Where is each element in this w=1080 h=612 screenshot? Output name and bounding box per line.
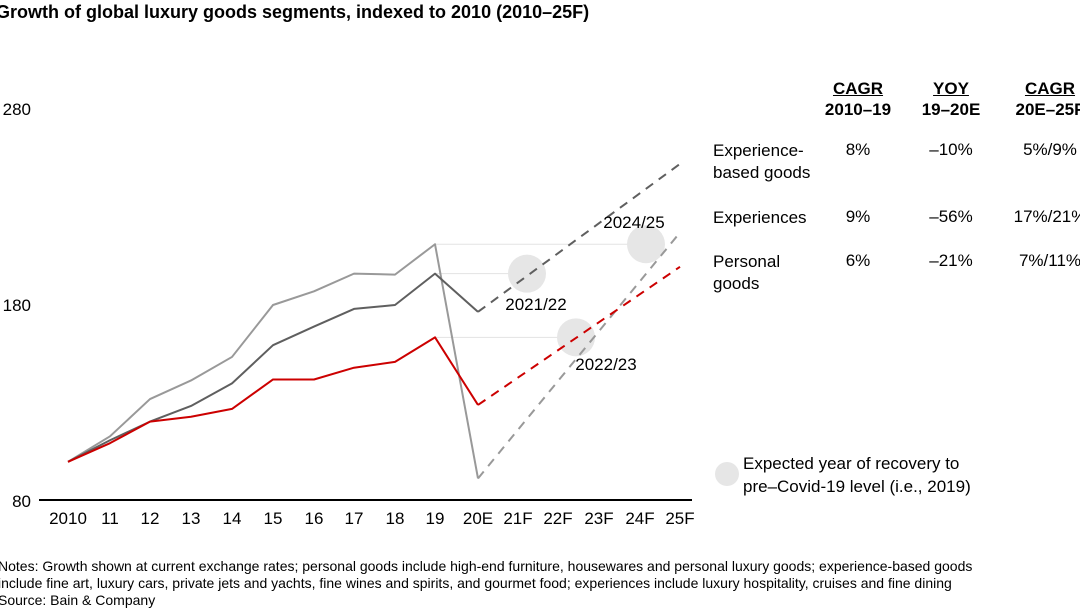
cell-experiences-cagr-2010-19: 9% <box>845 207 871 226</box>
x-tick-label: 25F <box>665 509 694 528</box>
cell-experiences-yoy: –56% <box>929 207 973 226</box>
row-label-personal-goods: Personal goods <box>713 252 781 293</box>
x-tick-label: 20E <box>463 509 493 528</box>
recovery-label: 2022/23 <box>575 355 636 374</box>
x-tick-label: 12 <box>141 509 160 528</box>
recovery-label: 2021/22 <box>505 295 566 314</box>
table-header-cagr-2010-19: CAGR 2010–19 <box>824 79 892 119</box>
legend-label-line-1: Expected year of recovery to <box>743 454 959 473</box>
cell-experience-based-yoy: –10% <box>929 140 973 159</box>
series-line-experiences <box>67 243 479 479</box>
y-tick-label: 180 <box>3 296 31 315</box>
legend-marker <box>715 462 739 486</box>
recovery-marker <box>627 225 665 264</box>
recovery-marker <box>508 254 546 293</box>
series-line-personal-goods <box>67 336 479 463</box>
row-label-experiences: Experiences <box>713 208 807 227</box>
cell-personal-cagr-20e-25f: 7%/11% <box>1018 251 1080 270</box>
table-header-cagr-20e-25f: CAGR 20E–25F <box>1015 79 1080 119</box>
x-tick-label: 24F <box>625 509 654 528</box>
cell-experience-based-cagr-2010-19: 8% <box>845 140 871 159</box>
cell-personal-cagr-2010-19: 6% <box>845 251 871 270</box>
source-line: Source: Bain & Company <box>0 592 156 608</box>
x-tick-label: 13 <box>182 509 201 528</box>
cell-experience-based-cagr-20e-25f: 5%/9% <box>1023 140 1077 159</box>
forecast-line-experience-based-goods <box>477 163 681 313</box>
forecast-line-personal-goods <box>477 265 681 406</box>
legend-label-line-2: pre–Covid-19 level (i.e., 2019) <box>743 477 971 496</box>
recovery-label: 2024/25 <box>603 213 664 232</box>
x-tick-label: 21F <box>503 509 532 528</box>
notes-line-2: include fine art, luxury cars, private j… <box>0 575 952 591</box>
y-tick-label: 80 <box>12 492 31 511</box>
x-tick-label: 23F <box>584 509 613 528</box>
x-tick-label: 22F <box>543 509 572 528</box>
x-tick-label: 14 <box>223 509 242 528</box>
x-tick-label: 11 <box>101 509 119 528</box>
cell-experiences-cagr-20e-25f: 17%/21% <box>1013 207 1080 226</box>
row-label-experience-based-goods: Experience-based goods <box>713 141 811 182</box>
y-tick-label: 280 <box>3 100 31 119</box>
x-tick-label: 19 <box>426 509 445 528</box>
notes-line-1: Notes: Growth shown at current exchange … <box>0 558 973 574</box>
chart-title: Growth of global luxury goods segments, … <box>0 2 590 22</box>
x-tick-label: 15 <box>264 509 283 528</box>
table-header-yoy: YOY 19–20E <box>921 79 981 119</box>
x-tick-label: 2010 <box>49 509 87 528</box>
cell-personal-yoy: –21% <box>929 251 973 270</box>
x-tick-label: 16 <box>305 509 324 528</box>
notes: Notes: Growth shown at current exchange … <box>0 558 972 609</box>
x-tick-label: 17 <box>345 509 364 528</box>
x-tick-label: 18 <box>386 509 405 528</box>
forecast-line-experiences <box>477 231 681 480</box>
